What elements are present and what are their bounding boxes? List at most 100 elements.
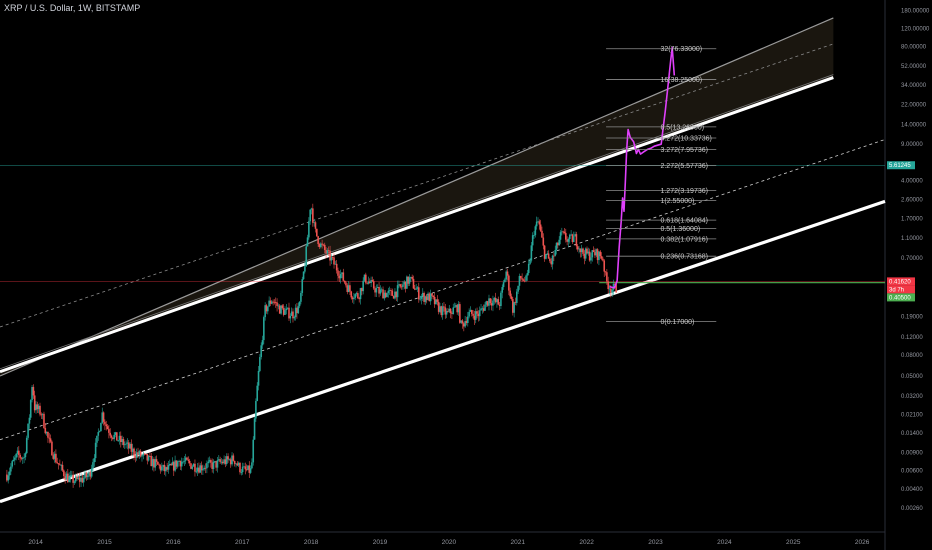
candle-body	[116, 432, 118, 441]
candle-body	[465, 321, 468, 324]
candle-body	[346, 285, 349, 292]
channel-line-middle-shadow	[0, 74, 834, 370]
candle-body	[384, 292, 387, 298]
candle-body	[606, 272, 608, 282]
candle-body	[235, 463, 237, 465]
horizontal-levels	[0, 164, 885, 284]
candle-body	[157, 461, 159, 465]
candle-body	[92, 462, 94, 469]
y-tick-label: 0.00900	[901, 451, 923, 457]
candle-body	[190, 463, 192, 469]
candle-body	[94, 442, 97, 459]
candle-body	[139, 451, 142, 457]
candle-body	[582, 248, 584, 254]
candle-body	[100, 422, 102, 432]
candle-body	[308, 221, 310, 238]
fib-label: 0.618(1.64084)	[660, 218, 707, 225]
candle-body	[89, 472, 92, 477]
candle-body	[74, 476, 77, 482]
y-tick-label: 9.00000	[901, 142, 923, 148]
candle-body	[488, 298, 490, 306]
candle-body	[232, 455, 235, 461]
candle-body	[602, 258, 604, 261]
candle-body	[323, 244, 326, 250]
candle-body	[163, 464, 166, 472]
candle-body	[376, 287, 379, 289]
candle-body	[172, 462, 175, 471]
candle-body	[39, 405, 41, 415]
candle-body	[82, 478, 85, 483]
candle-body	[341, 272, 343, 275]
candle-body	[443, 306, 445, 308]
candle-body	[73, 481, 76, 483]
y-tick-label: 180.00000	[901, 8, 930, 14]
candle-body	[516, 291, 518, 303]
candle-body	[591, 250, 594, 258]
candle-body	[521, 278, 523, 280]
candle-body	[477, 313, 480, 317]
candle-body	[69, 475, 72, 477]
candle-body	[542, 237, 545, 246]
candle-body	[459, 304, 461, 323]
candle-body	[596, 249, 599, 261]
candle-body	[603, 260, 606, 272]
candle-body	[541, 230, 543, 238]
candle-body	[374, 288, 376, 293]
candle-body	[404, 281, 407, 289]
candle-body	[228, 459, 231, 461]
candle-body	[363, 274, 366, 281]
candle-body	[269, 300, 272, 304]
candle-body	[198, 467, 200, 473]
candle-body	[436, 299, 439, 302]
x-axis: 2014 2015 2016 2017 2018 2019 2020 2021 2022 2023…	[28, 539, 869, 546]
candle-body	[203, 467, 206, 470]
candle-body	[579, 248, 582, 253]
candle-body	[517, 285, 519, 292]
x-tick-label: 2023	[648, 539, 663, 546]
candle-body	[586, 248, 588, 254]
candle-body	[21, 458, 24, 459]
candle-body	[239, 462, 241, 473]
candle-body	[464, 321, 466, 327]
price-badge	[887, 277, 915, 286]
candle-body	[19, 454, 21, 458]
candle-body	[478, 310, 481, 317]
candle-body	[504, 279, 506, 283]
candle-body	[362, 280, 364, 292]
candle-body	[263, 317, 265, 341]
candle-body	[607, 281, 609, 290]
candle-body	[590, 257, 592, 261]
candle-body	[256, 385, 259, 401]
candle-body	[416, 287, 419, 289]
candle-body	[109, 432, 111, 436]
candle-body	[241, 466, 244, 473]
candle-body	[489, 298, 492, 304]
candle-body	[145, 453, 147, 455]
candle-body	[52, 455, 55, 459]
candle-body	[522, 279, 525, 281]
candle-body	[460, 320, 462, 323]
candle-body	[215, 461, 217, 468]
candle-body	[187, 459, 190, 461]
candle-body	[60, 464, 62, 466]
y-tick-label: 0.01400	[901, 431, 923, 437]
candle-body	[10, 466, 12, 472]
candle-body	[231, 455, 233, 465]
candle-body	[333, 257, 335, 265]
price-badges: 5.61245 0.41620 3d 7h 0.40500	[887, 161, 915, 302]
candle-body	[351, 297, 354, 300]
candle-body	[202, 469, 204, 471]
candle-body	[486, 301, 489, 306]
candle-body	[278, 305, 281, 314]
candle-body	[492, 300, 494, 306]
candle-body	[595, 249, 598, 256]
candle-body	[412, 278, 415, 289]
candle-body	[217, 459, 220, 461]
candle-body	[112, 437, 114, 439]
candle-body	[343, 280, 346, 283]
candle-body	[598, 251, 600, 261]
candle-body	[98, 431, 101, 433]
candle-body	[359, 288, 362, 300]
candle-body	[525, 275, 527, 281]
